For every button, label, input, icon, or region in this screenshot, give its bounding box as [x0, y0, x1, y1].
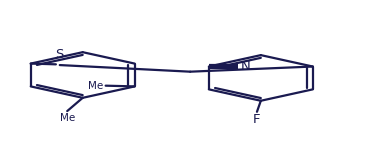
- Text: F: F: [253, 113, 261, 126]
- Text: Me: Me: [89, 81, 104, 91]
- Text: Me: Me: [60, 112, 75, 123]
- Text: N: N: [241, 60, 251, 73]
- Text: S: S: [56, 48, 64, 61]
